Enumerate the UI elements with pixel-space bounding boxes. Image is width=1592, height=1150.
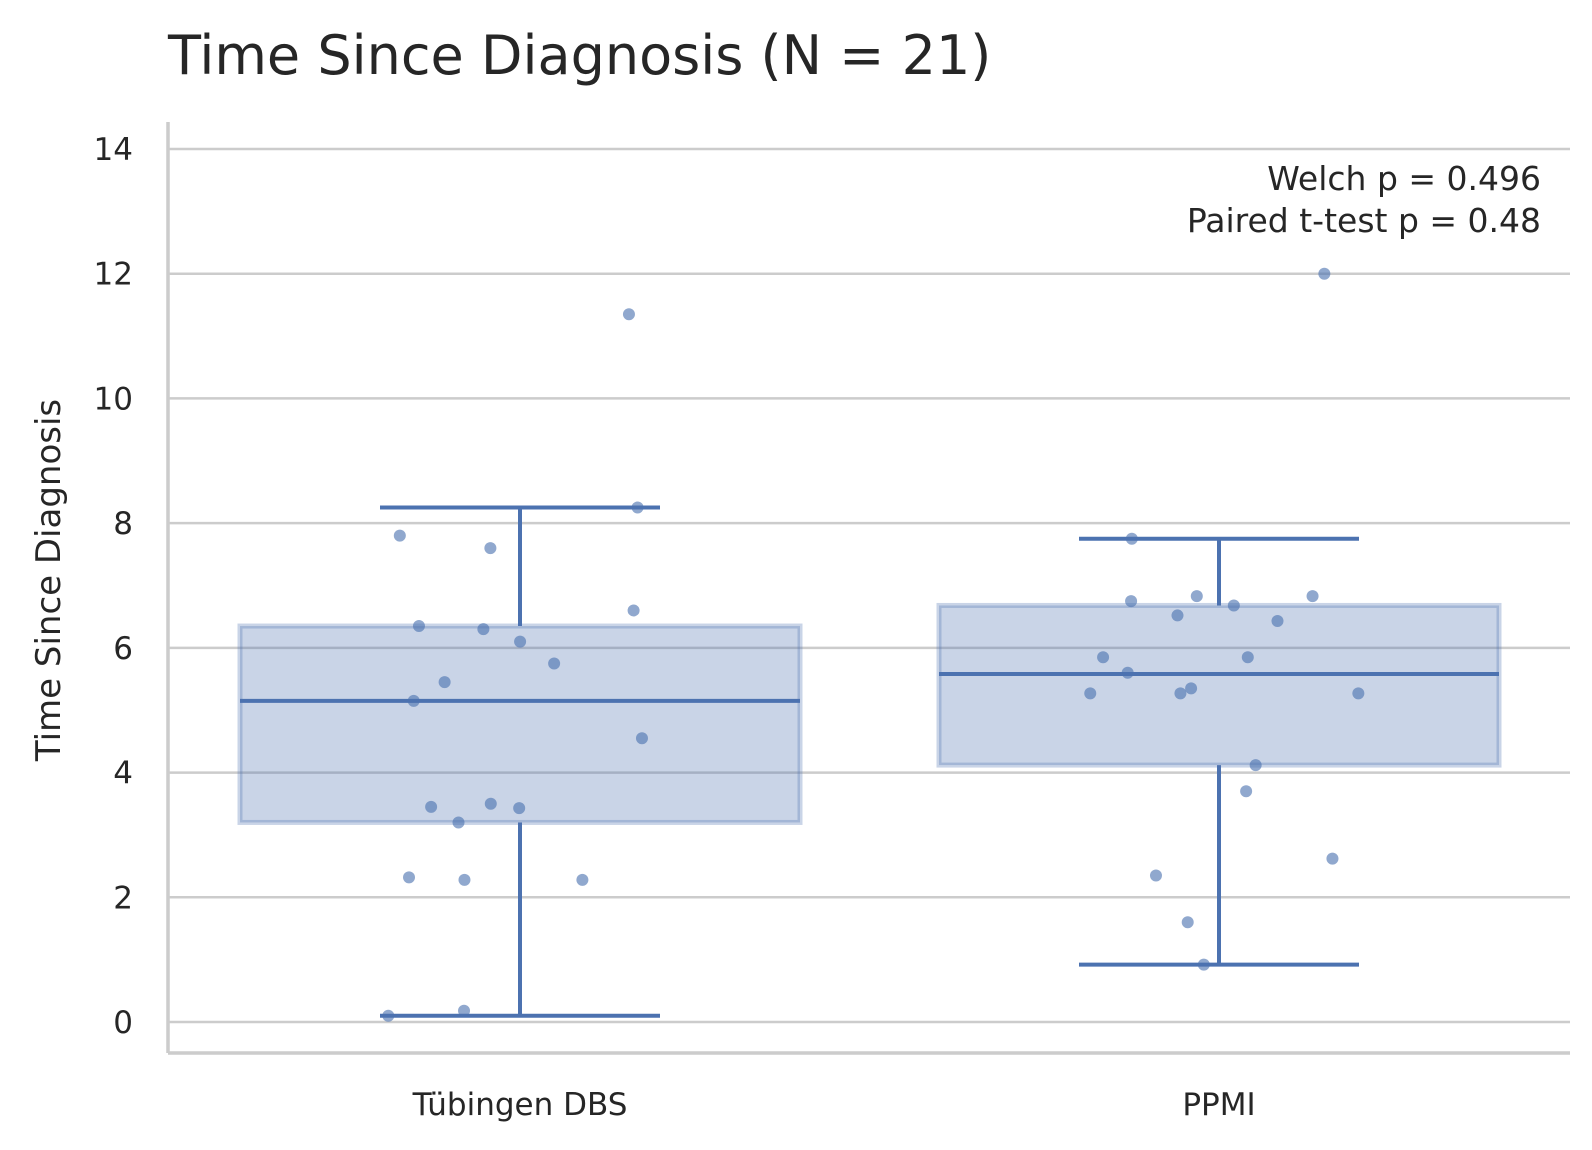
box-body: [237, 623, 803, 825]
grid: [168, 147, 1570, 1024]
data-point: [458, 873, 471, 886]
data-point: [635, 732, 648, 745]
data-point: [1352, 687, 1365, 700]
data-point: [1125, 595, 1138, 608]
y-tick-label: 4: [113, 756, 133, 792]
data-point: [1171, 609, 1184, 622]
y-tick-label: 10: [94, 381, 133, 417]
data-point: [403, 871, 416, 884]
data-point: [1097, 651, 1110, 664]
data-point: [548, 657, 561, 670]
data-point: [1326, 852, 1339, 865]
data-point: [1185, 682, 1198, 695]
y-tick-label: 0: [113, 1005, 133, 1041]
x-tick-label: Tübingen DBS: [412, 1087, 628, 1123]
data-point: [513, 802, 526, 815]
data-point: [1121, 666, 1134, 679]
data-point: [412, 620, 425, 633]
y-tick-label: 2: [113, 880, 133, 916]
data-point: [1240, 785, 1253, 798]
data-point: [438, 676, 451, 689]
data-point: [1241, 651, 1254, 664]
data-point: [452, 816, 465, 829]
annotation-paired-ttest: Paired t-test p = 0.48: [1187, 201, 1541, 240]
data-point: [1271, 615, 1284, 628]
data-point: [1174, 687, 1187, 700]
box-0: [237, 505, 803, 1018]
y-tick-label: 6: [113, 631, 133, 667]
data-point: [627, 604, 640, 617]
tick-labels: 0 2 4 6 8 10 12 14 Tübingen DBS PPMI: [94, 132, 1256, 1123]
data-point: [1125, 532, 1138, 545]
axes: [166, 122, 1570, 1055]
data-point: [1181, 916, 1194, 929]
data-point: [484, 542, 497, 555]
box-1: [936, 536, 1502, 967]
data-point: [1249, 759, 1262, 772]
data-point: [631, 501, 644, 514]
data-point: [477, 623, 490, 636]
y-axis-label: Time Since Diagnosis: [29, 399, 69, 762]
data-point: [1190, 590, 1203, 603]
data-point: [393, 529, 406, 542]
data-point: [1084, 687, 1097, 700]
annotation-welch: Welch p = 0.496: [1267, 159, 1541, 198]
data-point: [514, 635, 527, 648]
points: [382, 267, 1365, 1022]
data-point: [1306, 590, 1319, 603]
y-tick-label: 8: [113, 506, 133, 542]
data-point: [1149, 869, 1162, 882]
data-point: [407, 694, 420, 707]
x-tick-label: PPMI: [1182, 1087, 1255, 1123]
y-tick-label: 14: [94, 132, 133, 168]
data-point: [425, 800, 438, 813]
data-point: [622, 308, 635, 321]
data-point: [382, 1009, 395, 1022]
data-point: [1318, 267, 1331, 280]
boxes: [237, 505, 1502, 1018]
y-tick-label: 12: [94, 257, 133, 293]
data-point: [1197, 958, 1210, 971]
data-point: [576, 873, 589, 886]
chart-title: Time Since Diagnosis (N = 21): [167, 24, 991, 87]
data-point: [484, 797, 497, 810]
data-point: [1227, 599, 1240, 612]
box-body: [936, 602, 1502, 768]
data-point: [458, 1004, 471, 1017]
